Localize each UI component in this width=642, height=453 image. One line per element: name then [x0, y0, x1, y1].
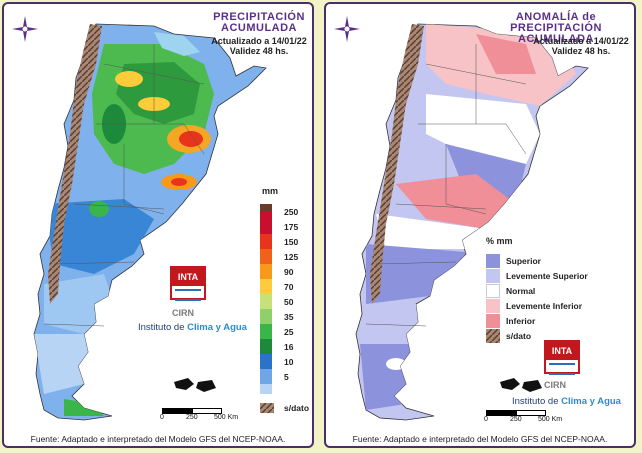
- institute-name: Instituto de Clima y Agua: [138, 322, 247, 333]
- precipitation-color-legend: 250 175 150 125 90 70 50 35 25 16 10 5 s…: [260, 204, 312, 414]
- no-data-swatch: [486, 329, 500, 343]
- left-map-update-info: Actualizado a 14/01/22 Validez 48 hs.: [211, 36, 307, 56]
- right-footer-source: Fuente: Adaptado e interpretado del Mode…: [352, 434, 608, 444]
- legend-levemente-superior: Levemente Superior: [506, 271, 588, 281]
- anomaly-map-panel: ANOMALÍA de PRECIPITACIÓN ACUMULADA Actu…: [324, 2, 636, 448]
- inta-logo: INTA: [544, 340, 580, 375]
- legend-value: 35: [284, 312, 294, 322]
- falkland-islands-map: [174, 378, 216, 392]
- legend-value: 90: [284, 267, 294, 277]
- anomaly-map: [355, 23, 589, 421]
- legend-value: 70: [284, 282, 294, 292]
- map-scale-bar: 0 250 500 Km: [160, 408, 242, 424]
- right-map-update-info: Actualizado a 14/01/22 Validez 48 hs.: [533, 36, 629, 56]
- compass-rose-icon: [334, 16, 360, 47]
- no-data-swatch: [260, 403, 274, 413]
- left-map-title: PRECIPITACIÓN ACUMULADA: [213, 11, 305, 34]
- legend-value: 50: [284, 297, 294, 307]
- legend-value: 150: [284, 237, 299, 247]
- legend-normal: Normal: [506, 286, 536, 296]
- left-footer-source: Fuente: Adaptado e interpretado del Mode…: [30, 434, 286, 444]
- right-legend-unit: % mm: [486, 236, 513, 246]
- legend-no-data: s/dato: [506, 331, 532, 341]
- legend-superior: Superior: [506, 256, 541, 266]
- compass-rose-icon: [12, 16, 38, 47]
- legend-value: 250: [284, 207, 299, 217]
- map-scale-bar: 0 250 500 Km: [484, 410, 566, 426]
- legend-value: 175: [284, 222, 299, 232]
- precipitation-map-panel: PRECIPITACIÓN ACUMULADA Actualizado a 14…: [2, 2, 314, 448]
- right-map-title: ANOMALÍA de PRECIPITACIÓN ACUMULADA: [510, 11, 602, 45]
- legend-levemente-inferior: Levemente Inferior: [506, 301, 583, 311]
- institute-name: Instituto de Clima y Agua: [512, 396, 621, 407]
- falkland-islands-map: [500, 378, 542, 392]
- legend-value: 10: [284, 357, 294, 367]
- left-legend-unit: mm: [262, 186, 279, 196]
- cirn-logo-text: CIRN: [544, 380, 566, 390]
- precipitation-map: [33, 23, 267, 421]
- legend-no-data-label: s/dato: [284, 403, 310, 413]
- legend-value: 25: [284, 327, 294, 337]
- legend-value: 125: [284, 252, 299, 262]
- legend-inferior: Inferior: [506, 316, 536, 326]
- cirn-logo-text: CIRN: [172, 308, 194, 318]
- legend-value: 16: [284, 342, 294, 352]
- anomaly-category-legend: Superior Levemente Superior Normal Levem…: [486, 254, 626, 344]
- legend-value: 5: [284, 372, 289, 382]
- inta-logo: INTA: [170, 266, 206, 301]
